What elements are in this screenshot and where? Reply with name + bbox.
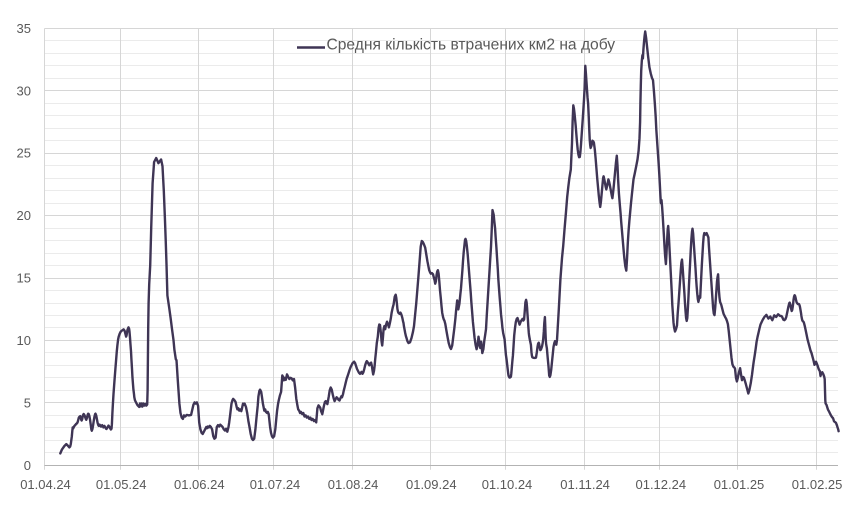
svg-text:5: 5 — [24, 395, 31, 410]
svg-text:01.04.24: 01.04.24 — [20, 477, 71, 492]
svg-text:Средня кількість втрачених км2: Средня кількість втрачених км2 на добу — [327, 37, 616, 54]
svg-text:01.07.24: 01.07.24 — [250, 477, 301, 492]
svg-text:10: 10 — [17, 333, 31, 348]
svg-text:01.08.24: 01.08.24 — [328, 477, 379, 492]
svg-text:0: 0 — [24, 458, 31, 473]
svg-text:20: 20 — [17, 208, 31, 223]
svg-text:01.05.24: 01.05.24 — [96, 477, 147, 492]
svg-text:01.10.24: 01.10.24 — [482, 477, 533, 492]
svg-text:01.12.24: 01.12.24 — [635, 477, 686, 492]
svg-text:30: 30 — [17, 83, 31, 98]
svg-text:01.09.24: 01.09.24 — [406, 477, 457, 492]
svg-text:15: 15 — [17, 271, 31, 286]
svg-text:01.02.25: 01.02.25 — [792, 477, 843, 492]
svg-text:01.06.24: 01.06.24 — [174, 477, 225, 492]
svg-text:01.11.24: 01.11.24 — [560, 477, 610, 492]
svg-text:01.01.25: 01.01.25 — [714, 477, 765, 492]
svg-text:35: 35 — [17, 21, 31, 36]
svg-text:25: 25 — [17, 146, 31, 161]
